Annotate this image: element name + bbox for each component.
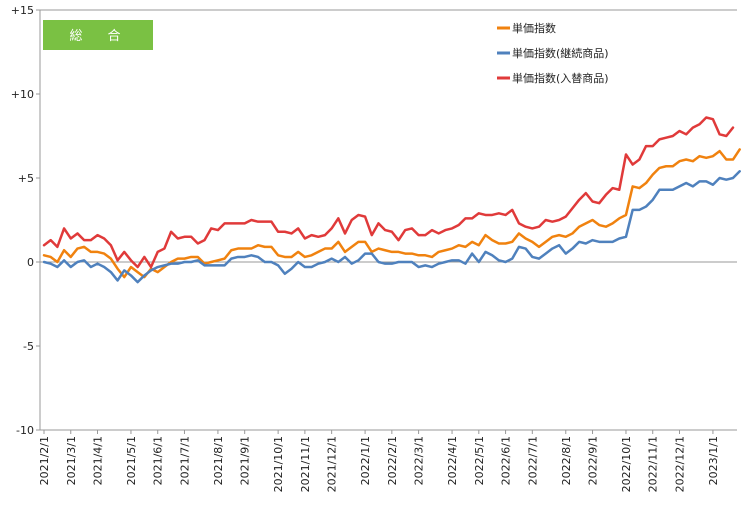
legend-label-3: 単価指数(入替商品) bbox=[512, 71, 609, 85]
y-axis-ticks: +15 +10 +5 0 -5 -10 bbox=[11, 4, 40, 437]
x-tick-label: 2021/6/1 bbox=[152, 436, 165, 485]
x-tick-label: 2022/10/1 bbox=[620, 436, 633, 492]
series-lines bbox=[42, 116, 741, 284]
series-line-3 bbox=[42, 116, 735, 269]
legend-label-2: 単価指数(継続商品) bbox=[512, 46, 609, 60]
y-tick-label: -5 bbox=[23, 340, 34, 353]
x-tick-label: 2022/3/1 bbox=[413, 436, 426, 485]
x-tick-label: 2022/1/1 bbox=[359, 436, 372, 485]
legend-label-1: 単価指数 bbox=[512, 21, 556, 35]
series-line-1 bbox=[42, 148, 741, 279]
x-tick-label: 2021/5/1 bbox=[125, 436, 138, 485]
x-tick-label: 2021/11/1 bbox=[299, 436, 312, 492]
x-tick-label: 2022/9/1 bbox=[587, 436, 600, 485]
x-tick-label: 2022/12/1 bbox=[673, 436, 686, 492]
x-tick-label: 2021/7/1 bbox=[178, 436, 191, 485]
x-tick-label: 2022/8/1 bbox=[560, 436, 573, 485]
x-axis-ticks: 2021/2/1 2021/3/1 2021/4/1 2021/5/1 2021/6/1… bbox=[38, 430, 720, 492]
x-tick-label: 2022/7/1 bbox=[526, 436, 539, 485]
y-tick-label: +15 bbox=[11, 4, 34, 17]
x-tick-label: 2022/11/1 bbox=[647, 436, 660, 492]
x-tick-label: 2021/2/1 bbox=[38, 436, 51, 485]
x-tick-label: 2021/4/1 bbox=[92, 436, 105, 485]
x-tick-label: 2021/8/1 bbox=[212, 436, 225, 485]
x-tick-label: 2023/1/1 bbox=[707, 436, 720, 485]
x-tick-label: 2021/3/1 bbox=[65, 436, 78, 485]
x-tick-label: 2022/6/1 bbox=[500, 436, 513, 485]
axes bbox=[39, 9, 737, 431]
x-tick-label: 2021/9/1 bbox=[239, 436, 252, 485]
x-tick-label: 2022/2/1 bbox=[386, 436, 399, 485]
y-tick-label: +10 bbox=[11, 88, 34, 101]
x-tick-label: 2022/5/1 bbox=[473, 436, 486, 485]
x-tick-label: 2021/12/1 bbox=[326, 436, 339, 492]
y-tick-label: 0 bbox=[27, 256, 34, 269]
series-line-2 bbox=[42, 170, 741, 284]
y-tick-label: -10 bbox=[16, 424, 34, 437]
badge-box bbox=[43, 20, 153, 50]
badge-label: 総 合 bbox=[69, 29, 126, 44]
x-tick-label: 2022/4/1 bbox=[446, 436, 459, 485]
x-tick-label: 2021/10/1 bbox=[272, 436, 285, 492]
chart-badge: 総 合 bbox=[43, 20, 153, 50]
y-tick-label: +5 bbox=[18, 172, 34, 185]
